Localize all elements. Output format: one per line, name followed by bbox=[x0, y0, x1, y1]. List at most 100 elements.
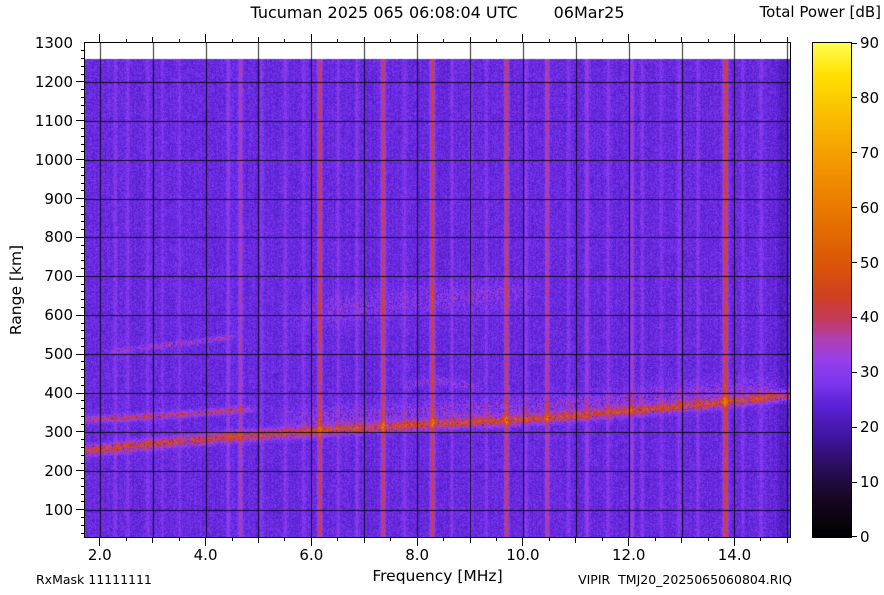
axis-tick bbox=[126, 39, 127, 42]
axis-tick bbox=[81, 253, 84, 254]
axis-tick bbox=[76, 198, 84, 199]
axis-tick bbox=[81, 330, 84, 331]
axis-tick bbox=[179, 39, 180, 42]
y-axis-label: Range [km] bbox=[7, 245, 25, 335]
axis-tick bbox=[232, 39, 233, 42]
axis-tick bbox=[76, 470, 84, 471]
axis-tick bbox=[81, 190, 84, 191]
axis-tick bbox=[602, 538, 603, 541]
axis-tick bbox=[655, 538, 656, 541]
axis-tick bbox=[81, 74, 84, 75]
axis-tick bbox=[337, 39, 338, 42]
ionogram-heatmap-canvas bbox=[85, 43, 790, 537]
y-tick-label: 1000 bbox=[27, 151, 73, 169]
axis-tick bbox=[443, 39, 444, 42]
x-tick-label: 8.0 bbox=[392, 546, 442, 564]
axis-tick bbox=[852, 43, 857, 44]
axis-tick bbox=[152, 37, 153, 42]
axis-tick bbox=[681, 538, 682, 543]
rxmask-text: RxMask 11111111 bbox=[36, 572, 152, 587]
axis-tick bbox=[311, 538, 312, 546]
axis-tick bbox=[81, 323, 84, 324]
x-tick-label: 14.0 bbox=[709, 546, 759, 564]
colorbar-tick-label: 50 bbox=[860, 254, 884, 272]
axis-tick bbox=[76, 431, 84, 432]
colorbar-tick-label: 20 bbox=[860, 418, 884, 436]
y-tick-label: 600 bbox=[27, 306, 73, 324]
axis-tick bbox=[81, 268, 84, 269]
axis-tick bbox=[708, 39, 709, 42]
axis-tick bbox=[99, 34, 100, 42]
axis-tick bbox=[760, 538, 761, 541]
axis-tick bbox=[232, 538, 233, 541]
axis-tick bbox=[99, 538, 100, 546]
x-tick-label: 6.0 bbox=[286, 546, 336, 564]
axis-tick bbox=[602, 39, 603, 42]
axis-tick bbox=[390, 538, 391, 541]
colorbar-tick-label: 70 bbox=[860, 144, 884, 162]
axis-tick bbox=[81, 89, 84, 90]
axis-tick bbox=[81, 501, 84, 502]
axis-tick bbox=[549, 39, 550, 42]
axis-tick bbox=[81, 439, 84, 440]
axis-tick bbox=[443, 538, 444, 541]
axis-tick bbox=[470, 538, 471, 543]
axis-tick bbox=[81, 50, 84, 51]
axis-tick bbox=[549, 538, 550, 541]
axis-tick bbox=[81, 517, 84, 518]
axis-tick bbox=[81, 361, 84, 362]
colorbar-tick-label: 90 bbox=[860, 34, 884, 52]
axis-tick bbox=[76, 159, 84, 160]
axis-tick bbox=[152, 538, 153, 543]
axis-tick bbox=[81, 408, 84, 409]
axis-tick bbox=[205, 34, 206, 42]
axis-tick bbox=[81, 229, 84, 230]
axis-tick bbox=[470, 37, 471, 42]
axis-tick bbox=[126, 538, 127, 541]
axis-tick bbox=[628, 538, 629, 546]
y-tick-label: 400 bbox=[27, 384, 73, 402]
axis-tick bbox=[284, 538, 285, 541]
axis-tick bbox=[681, 37, 682, 42]
plot-area bbox=[84, 42, 791, 538]
y-tick-label: 700 bbox=[27, 267, 73, 285]
axis-tick bbox=[852, 262, 857, 263]
axis-tick bbox=[81, 97, 84, 98]
axis-tick bbox=[81, 369, 84, 370]
axis-tick bbox=[81, 245, 84, 246]
x-tick-label: 2.0 bbox=[75, 546, 125, 564]
x-tick-label: 12.0 bbox=[604, 546, 654, 564]
axis-tick bbox=[81, 144, 84, 145]
axis-tick bbox=[81, 260, 84, 261]
axis-tick bbox=[81, 291, 84, 292]
axis-tick bbox=[787, 538, 788, 543]
axis-tick bbox=[852, 372, 857, 373]
axis-tick bbox=[81, 206, 84, 207]
axis-tick bbox=[81, 128, 84, 129]
axis-tick bbox=[708, 538, 709, 541]
axis-tick bbox=[628, 34, 629, 42]
y-tick-label: 1100 bbox=[27, 112, 73, 130]
axis-tick bbox=[852, 97, 857, 98]
axis-tick bbox=[81, 455, 84, 456]
axis-tick bbox=[81, 175, 84, 176]
axis-tick bbox=[81, 424, 84, 425]
plot-date: 06Mar25 bbox=[554, 3, 625, 22]
colorbar-tick-label: 30 bbox=[860, 363, 884, 381]
y-tick-label: 300 bbox=[27, 423, 73, 441]
axis-tick bbox=[81, 113, 84, 114]
axis-tick bbox=[81, 533, 84, 534]
axis-tick bbox=[81, 478, 84, 479]
colorbar-tick-label: 40 bbox=[860, 308, 884, 326]
y-tick-label: 1300 bbox=[27, 34, 73, 52]
axis-tick bbox=[81, 66, 84, 67]
x-tick-label: 10.0 bbox=[498, 546, 548, 564]
axis-tick bbox=[205, 538, 206, 546]
axis-tick bbox=[179, 538, 180, 541]
axis-tick bbox=[311, 34, 312, 42]
plot-title: Tucuman 2025 065 06:08:04 UTC bbox=[250, 3, 517, 22]
colorbar-tick-label: 60 bbox=[860, 199, 884, 217]
axis-tick bbox=[258, 37, 259, 42]
axis-tick bbox=[522, 34, 523, 42]
axis-tick bbox=[655, 39, 656, 42]
